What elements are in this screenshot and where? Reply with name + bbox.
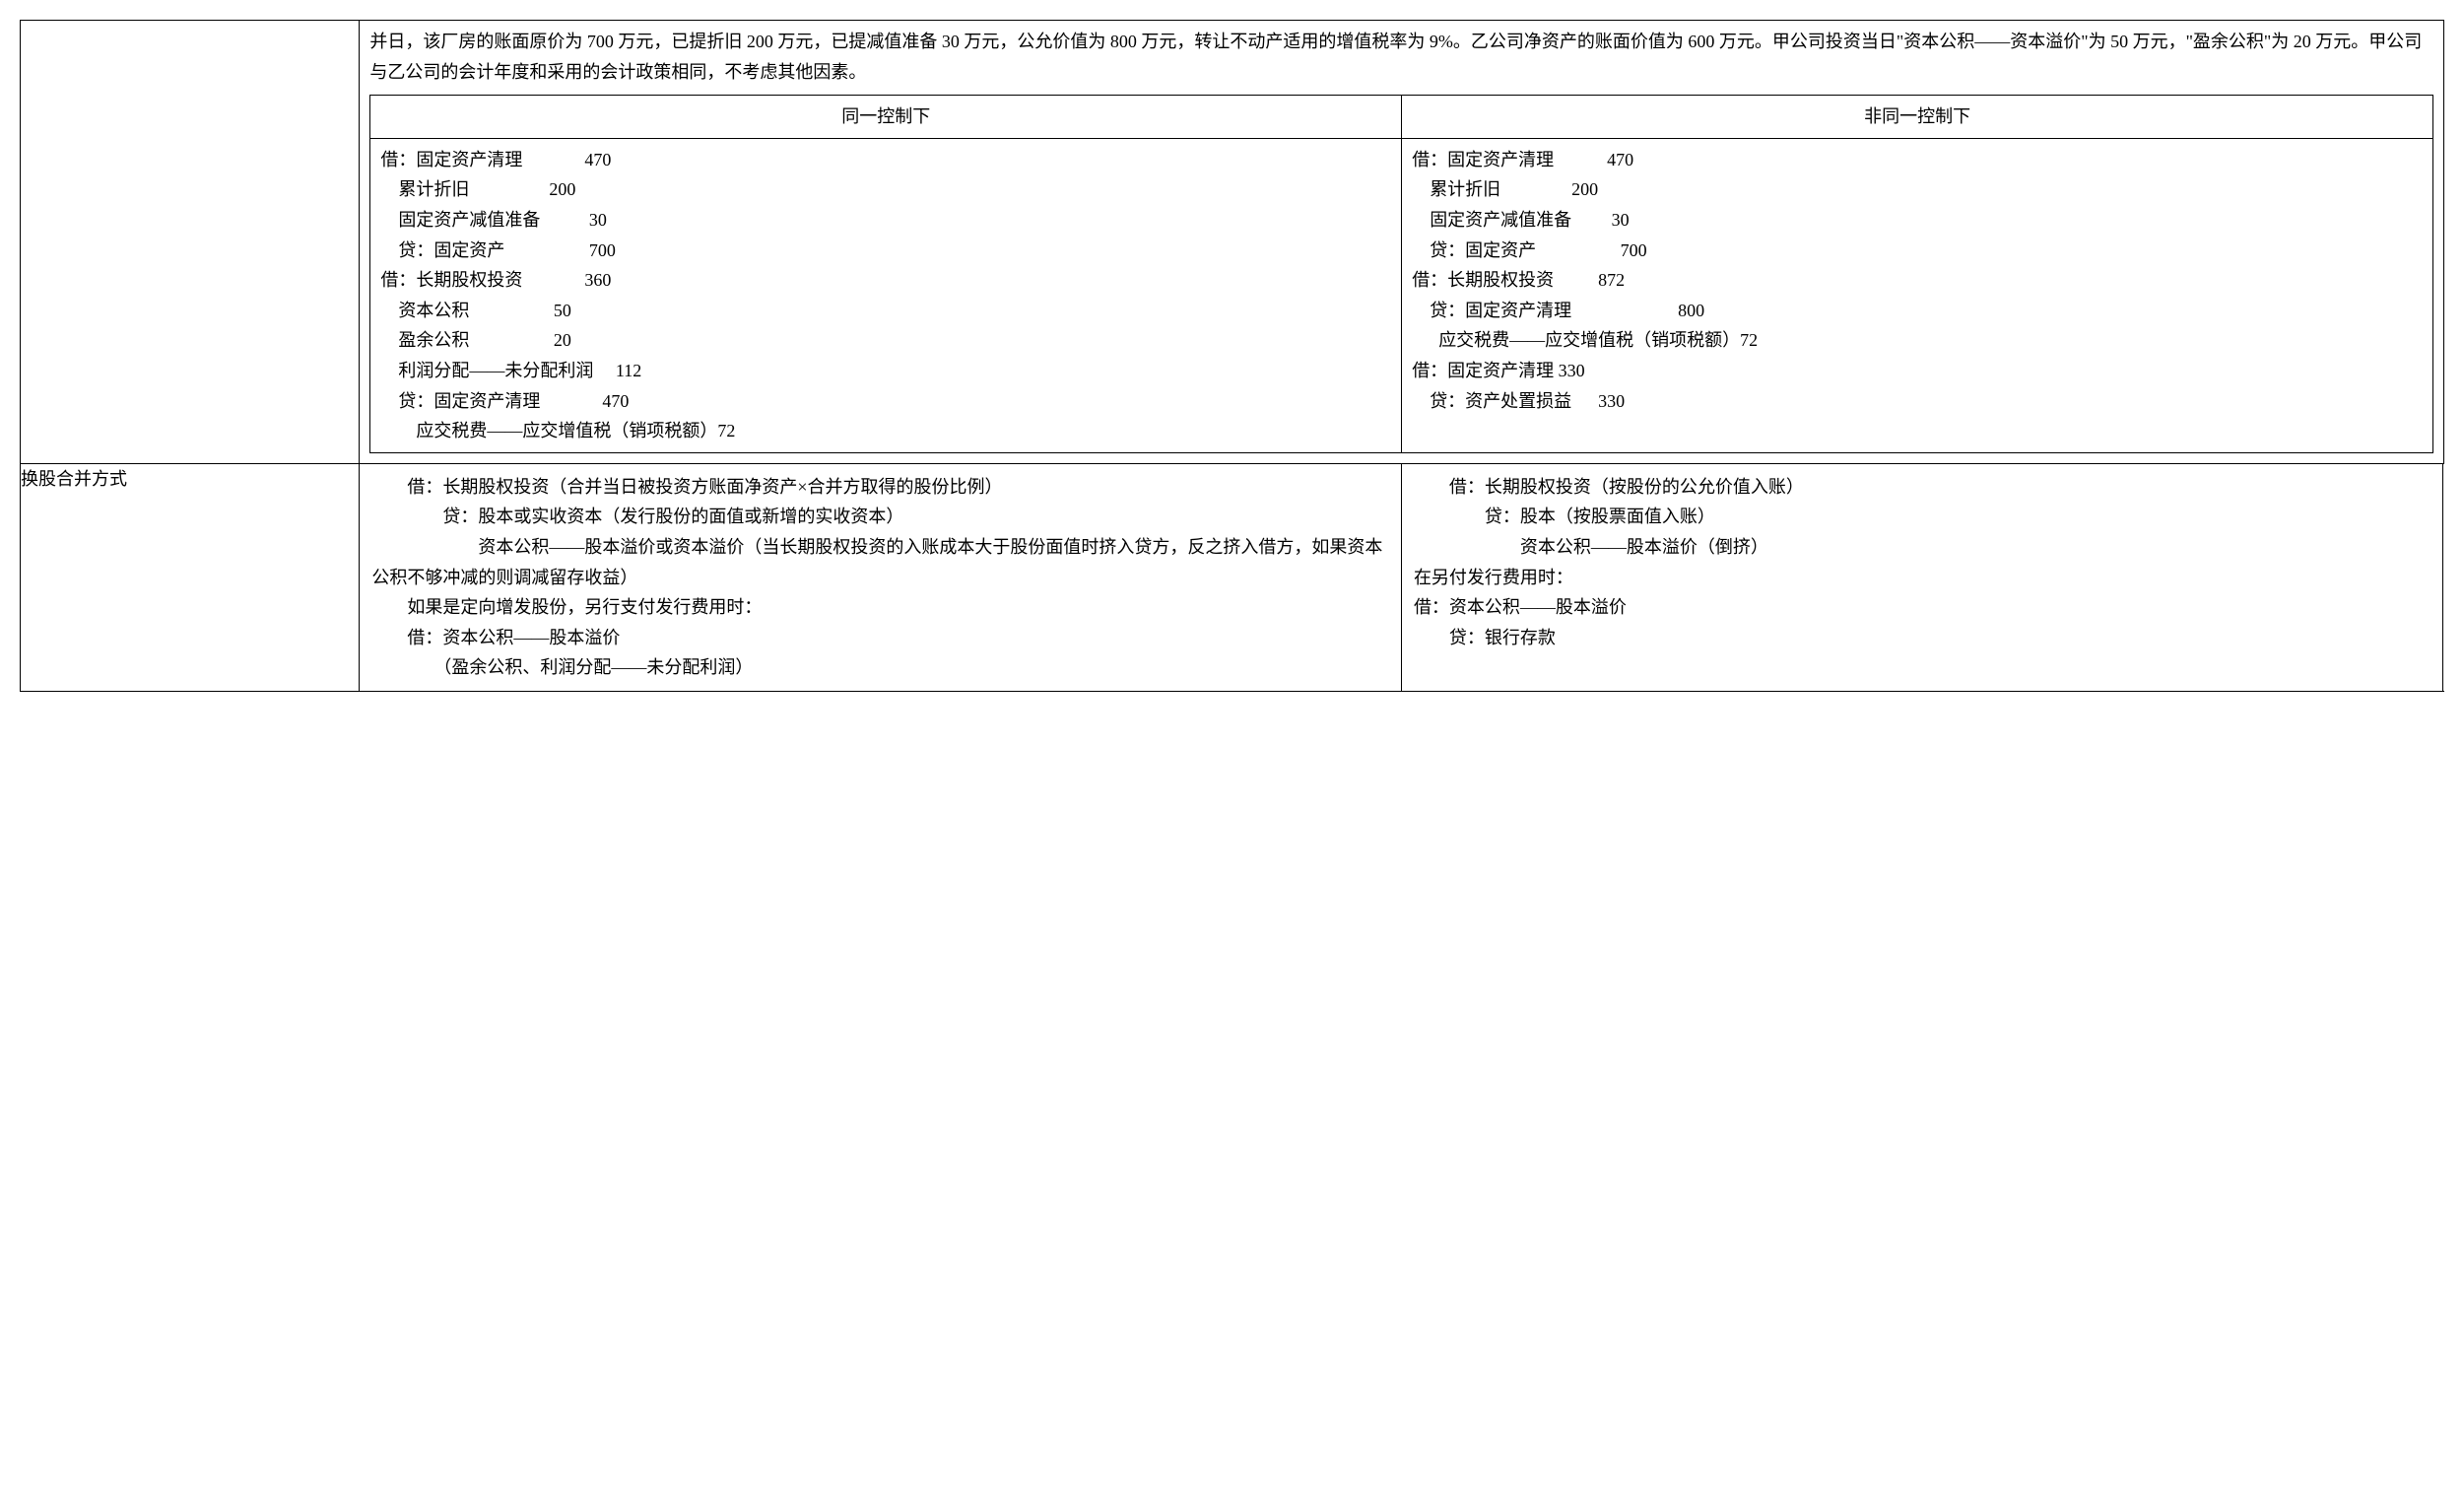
entry-line: 借：固定资产清理 470: [1412, 145, 2423, 175]
row2-left-half: 借：长期股权投资（合并当日被投资方账面净资产×合并方取得的股份比例） 贷：股本或…: [360, 464, 1402, 691]
entry-para: 借：长期股权投资（合并当日被投资方账面净资产×合并方取得的股份比例）: [371, 472, 1389, 503]
entry-line: 贷：固定资产清理 800: [1412, 296, 2423, 326]
entry-line: 借：长期股权投资 872: [1412, 265, 2423, 296]
inner-right-cell: 借：固定资产清理 470 累计折旧 200 固定资产减值准备 30 贷：固定资产…: [1402, 138, 2433, 452]
entry-para: （盈余公积、利润分配——未分配利润）: [371, 652, 1389, 683]
entry-line: 累计折旧 200: [1412, 174, 2423, 205]
row2-label-cell: 换股合并方式: [21, 463, 360, 691]
inner-header-right: 非同一控制下: [1402, 96, 2433, 139]
entry-line: 应交税费——应交增值税（销项税额）72: [380, 416, 1391, 446]
entry-line: 借：固定资产清理 470: [380, 145, 1391, 175]
entry-para: 借：长期股权投资（按股份的公允价值入账）: [1414, 472, 2431, 503]
entry-line: 累计折旧 200: [380, 174, 1391, 205]
entry-line: 固定资产减值准备 30: [1412, 205, 2423, 236]
entry-para: 资本公积——股本溢价（倒挤）: [1414, 532, 2431, 563]
entry-para: 资本公积——股本溢价或资本溢价（当长期股权投资的入账成本大于股份面值时挤入贷方，…: [371, 532, 1389, 592]
entry-line: 盈余公积 20: [380, 325, 1391, 356]
entry-line: 资本公积 50: [380, 296, 1391, 326]
entry-para: 如果是定向增发股份，另行支付发行费用时：: [371, 592, 1389, 623]
table-row-exchange: 换股合并方式 借：长期股权投资（合并当日被投资方账面净资产×合并方取得的股份比例…: [21, 463, 2444, 691]
scenario-text: 并日，该厂房的账面原价为 700 万元，已提折旧 200 万元，已提减值准备 3…: [360, 21, 2443, 91]
entry-para: 贷：股本或实收资本（发行股份的面值或新增的实收资本）: [371, 502, 1389, 532]
row2-label: 换股合并方式: [21, 469, 127, 489]
entry-line: 利润分配——未分配利润 112: [380, 356, 1391, 386]
entry-line: 贷：固定资产清理 470: [380, 386, 1391, 417]
entry-line: 贷：资产处置损益 330: [1412, 386, 2423, 417]
entry-para: 贷：股本（按股票面值入账）: [1414, 502, 2431, 532]
entry-para: 借：资本公积——股本溢价: [371, 623, 1389, 653]
entry-line: 固定资产减值准备 30: [380, 205, 1391, 236]
row2-right-half: 借：长期股权投资（按股份的公允价值入账） 贷：股本（按股票面值入账） 资本公积—…: [1402, 464, 2444, 691]
inner-header-left: 同一控制下: [370, 96, 1402, 139]
inner-left-cell: 借：固定资产清理 470 累计折旧 200 固定资产减值准备 30 贷：固定资产…: [370, 138, 1402, 452]
entry-line: 贷：固定资产 700: [1412, 236, 2423, 266]
row2-content-cell: 借：长期股权投资（合并当日被投资方账面净资产×合并方取得的股份比例） 贷：股本或…: [360, 463, 2444, 691]
accounting-table: 并日，该厂房的账面原价为 700 万元，已提折旧 200 万元，已提减值准备 3…: [20, 20, 2444, 692]
entry-line: 贷：固定资产 700: [380, 236, 1391, 266]
row1-label-cell: [21, 21, 360, 464]
entry-para: 在另付发行费用时：: [1414, 563, 2431, 593]
table-row-scenario: 并日，该厂房的账面原价为 700 万元，已提折旧 200 万元，已提减值准备 3…: [21, 21, 2444, 464]
row1-content-cell: 并日，该厂房的账面原价为 700 万元，已提折旧 200 万元，已提减值准备 3…: [360, 21, 2444, 464]
entry-line: 应交税费——应交增值税（销项税额）72: [1412, 325, 2423, 356]
inner-comparison-table: 同一控制下 非同一控制下 借：固定资产清理 470 累计折旧 200 固定: [369, 95, 2433, 453]
entry-para: 借：资本公积——股本溢价: [1414, 592, 2431, 623]
entry-line: 借：长期股权投资 360: [380, 265, 1391, 296]
entry-line: 借：固定资产清理 330: [1412, 356, 2423, 386]
entry-para: 贷：银行存款: [1414, 623, 2431, 653]
